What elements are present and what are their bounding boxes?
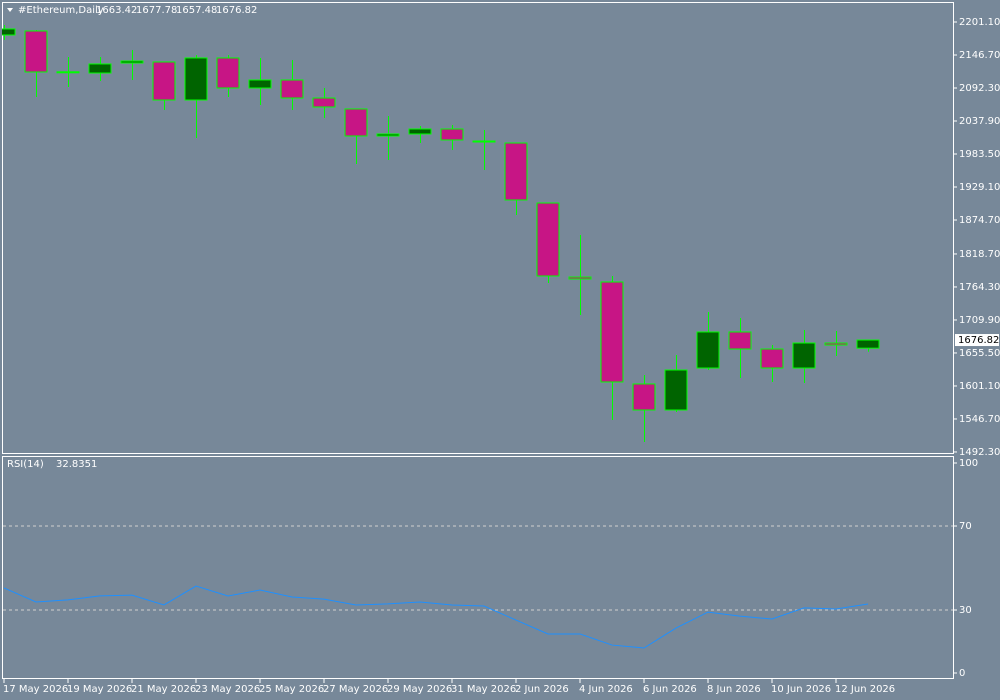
y-tick-label: 1874.70	[959, 215, 1000, 226]
candle-body	[600, 281, 624, 383]
price-tag: 1676.82	[958, 335, 999, 346]
y-tick-label: 1929.10	[959, 182, 1000, 193]
x-tick-label: 10 Jun 2026	[771, 684, 831, 695]
x-tick-label: 31 May 2026	[451, 684, 516, 695]
candle-body	[376, 133, 400, 137]
x-tick-label: 12 Jun 2026	[835, 684, 895, 695]
y-tick-label: 1601.10	[959, 381, 1000, 392]
candle-body	[88, 63, 112, 74]
y-tick-label: 1709.90	[959, 315, 1000, 326]
candle-body	[664, 369, 688, 411]
x-tick-label: 23 May 2026	[195, 684, 260, 695]
ohlc-close: 1676.82	[216, 5, 257, 16]
x-tick-label: 21 May 2026	[131, 684, 196, 695]
candle-body	[24, 30, 48, 73]
candle-body	[472, 140, 496, 143]
candle-body	[696, 331, 720, 369]
candle-body	[536, 202, 560, 277]
y-tick-label: 2201.10	[959, 17, 1000, 28]
ohlc-high: 1677.78	[136, 5, 177, 16]
ohlc-low: 1657.48	[176, 5, 217, 16]
rsi-value: 32.8351	[56, 459, 97, 470]
candle-body	[344, 108, 368, 137]
rsi-line	[3, 585, 869, 649]
candle-body	[824, 342, 848, 346]
x-tick-label: 19 May 2026	[67, 684, 132, 695]
candle-body	[216, 57, 240, 89]
candle-body	[152, 61, 176, 101]
y-tick-label: 2092.30	[959, 83, 1000, 94]
y-tick-label: 2037.90	[959, 116, 1000, 127]
y-tick-label: 1818.70	[959, 249, 1000, 260]
x-tick-label: 17 May 2026	[3, 684, 68, 695]
x-tick-label: 8 Jun 2026	[707, 684, 761, 695]
candle-body	[792, 342, 816, 369]
y-tick-label: 30	[959, 605, 972, 616]
x-tick-label: 29 May 2026	[387, 684, 452, 695]
x-tick-label: 25 May 2026	[259, 684, 324, 695]
y-tick-label: 1492.30	[959, 447, 1000, 458]
candle-body	[280, 79, 304, 99]
y-tick-label: 2146.70	[959, 50, 1000, 61]
candle-body	[312, 97, 336, 108]
price-panel	[2, 2, 954, 454]
candle-body	[440, 128, 464, 141]
candle-body	[408, 128, 432, 135]
candle-body	[56, 71, 80, 74]
menu-triangle[interactable]	[7, 8, 13, 12]
candle-body	[568, 276, 592, 280]
y-tick-label: 1655.50	[959, 348, 1000, 359]
candle-body	[120, 60, 144, 64]
candle-body	[760, 348, 784, 369]
ohlc-open: 1663.42	[96, 5, 137, 16]
symbol-title: #Ethereum,Daily	[18, 5, 104, 16]
y-tick-label: 100	[959, 458, 978, 469]
candle-body	[728, 331, 752, 350]
x-tick-label: 2 Jun 2026	[515, 684, 569, 695]
y-tick-label: 70	[959, 521, 972, 532]
candle-body	[504, 142, 528, 201]
rsi-title: RSI(14)	[7, 459, 44, 470]
candle-body	[248, 79, 272, 89]
y-tick-label: 1983.50	[959, 149, 1000, 160]
x-tick-label: 4 Jun 2026	[579, 684, 633, 695]
candle-body	[184, 57, 208, 101]
y-tick-label: 1546.70	[959, 414, 1000, 425]
x-tick-label: 6 Jun 2026	[643, 684, 697, 695]
candle-body	[856, 339, 880, 349]
rsi-panel	[2, 456, 954, 679]
y-tick-label: 0	[959, 668, 965, 679]
candle-body	[632, 383, 656, 411]
price-tag-box	[955, 334, 999, 347]
x-tick-label: 27 May 2026	[323, 684, 388, 695]
candle-body	[2, 28, 16, 36]
y-tick-label: 1764.30	[959, 282, 1000, 293]
